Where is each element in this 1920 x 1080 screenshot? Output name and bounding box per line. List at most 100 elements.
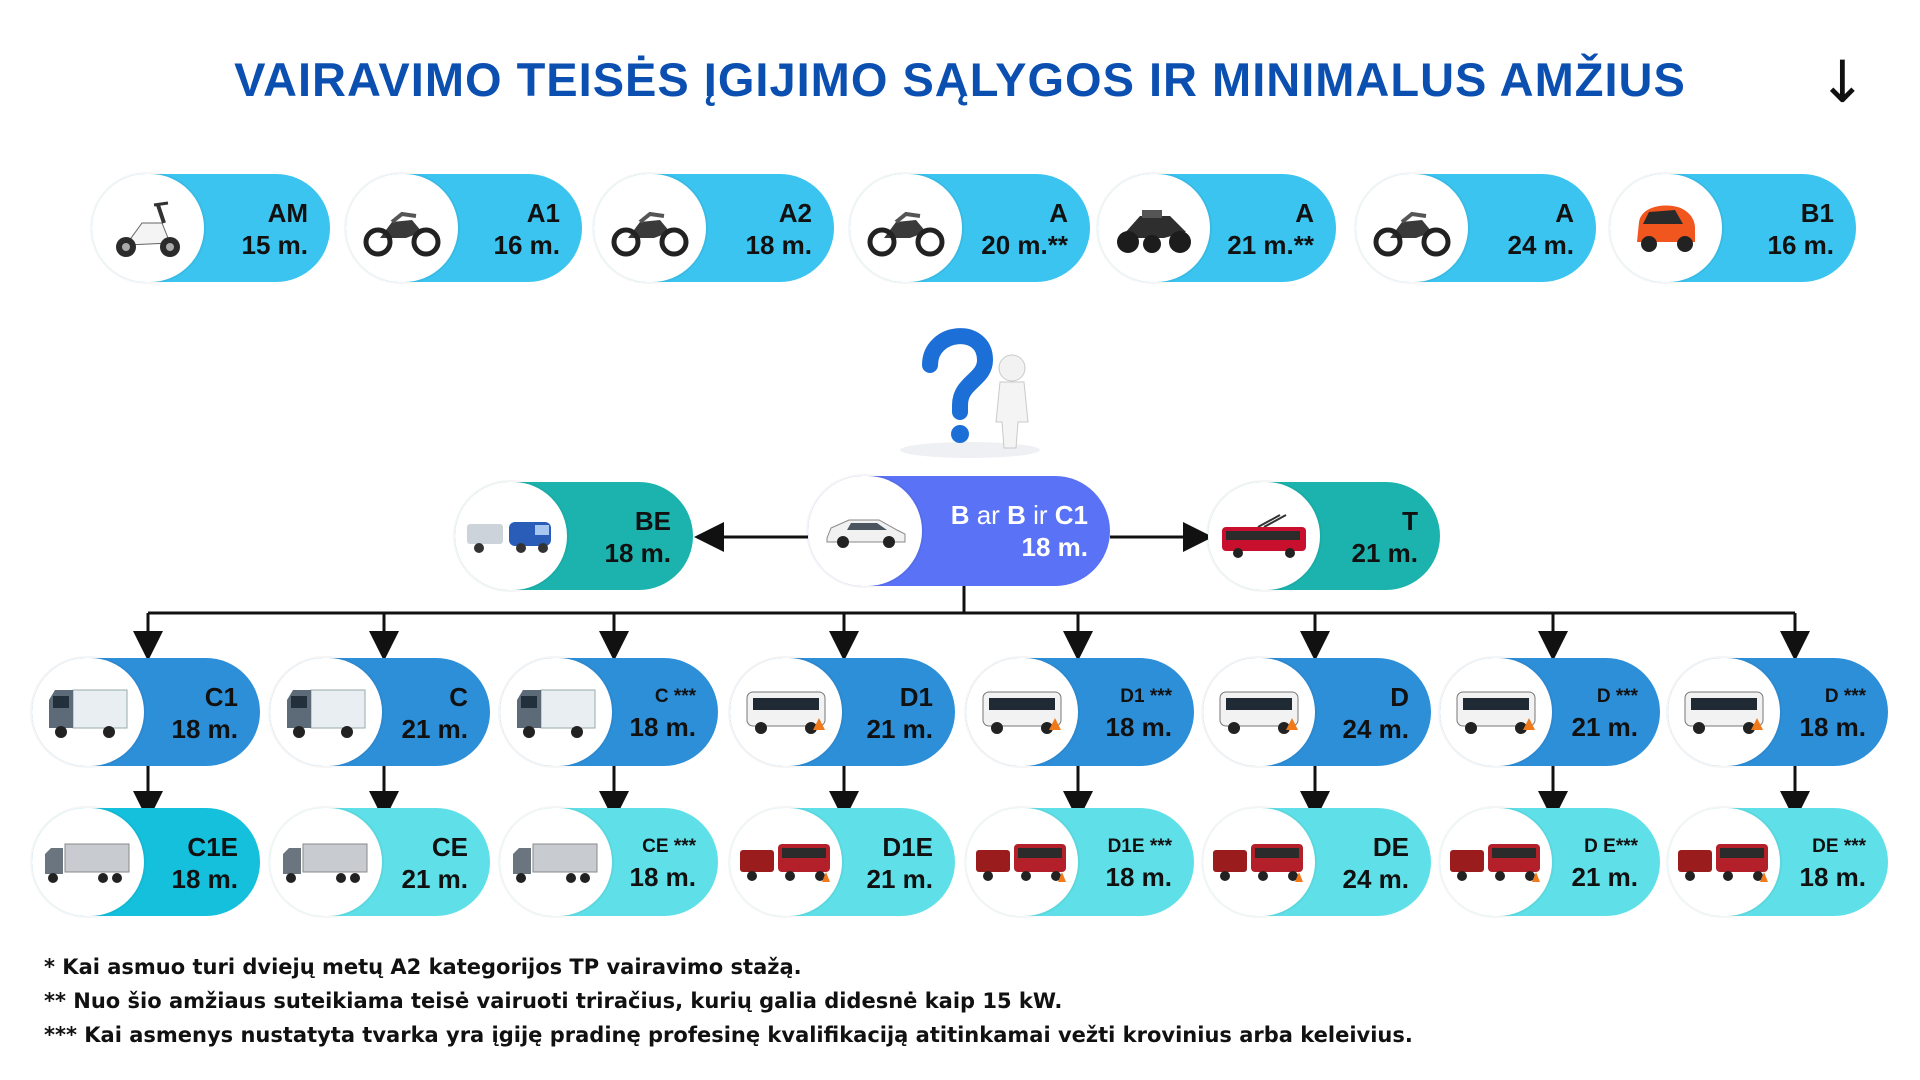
category-pill-heavy-3: D1 21 m. bbox=[730, 658, 955, 766]
bus-icon bbox=[730, 658, 842, 766]
category-code: B1 bbox=[1800, 198, 1834, 228]
min-age: 18 m. bbox=[629, 862, 697, 892]
category-code: A1 bbox=[526, 198, 560, 228]
category-code: A bbox=[1049, 198, 1068, 228]
min-age: 21 m. bbox=[1571, 862, 1639, 892]
min-age: 21 m. bbox=[401, 714, 469, 744]
category-code: DE bbox=[1372, 832, 1409, 862]
category-be-pill: BE 18 m. bbox=[455, 482, 693, 590]
min-age: 16 m. bbox=[493, 230, 561, 260]
category-pill-moto-2: A2 18 m. bbox=[594, 174, 834, 282]
bus-trailer-icon bbox=[966, 808, 1078, 916]
min-age: 18 m. bbox=[171, 864, 239, 894]
category-pill-heavy-4: D1 *** 18 m. bbox=[966, 658, 1194, 766]
category-pill-moto-6: B1 16 m. bbox=[1610, 174, 1856, 282]
category-pill-moto-3: A 20 m.** bbox=[850, 174, 1090, 282]
scooter-icon bbox=[92, 174, 204, 282]
trolleybus-icon bbox=[1208, 482, 1320, 590]
page-title: VAIRAVIMO TEISĖS ĮGIJIMO SĄLYGOS IR MINI… bbox=[234, 53, 1686, 106]
min-age: 21 m. bbox=[866, 864, 934, 894]
category-pill-trailer-4: D1E *** 18 m. bbox=[966, 808, 1194, 916]
category-pill-trailer-0: C1E 18 m. bbox=[32, 808, 260, 916]
category-code: D1 *** bbox=[1120, 686, 1172, 707]
category-code: AM bbox=[267, 198, 308, 228]
category-pill-trailer-7: DE *** 18 m. bbox=[1668, 808, 1888, 916]
category-pill-trailer-3: D1E 21 m. bbox=[730, 808, 955, 916]
category-pill-heavy-6: D *** 21 m. bbox=[1440, 658, 1660, 766]
category-code: A2 bbox=[778, 198, 812, 228]
bus-trailer-icon bbox=[730, 808, 842, 916]
motorcycle-icon bbox=[346, 174, 458, 282]
category-code: D E*** bbox=[1584, 836, 1638, 857]
truck-icon bbox=[32, 658, 144, 766]
category-pill-heavy-0: C1 18 m. bbox=[32, 658, 260, 766]
van-trailer-icon bbox=[455, 482, 567, 590]
min-age: 21 m.** bbox=[1227, 230, 1314, 260]
category-code: B ar B ir C1 bbox=[950, 500, 1088, 530]
category-pill-moto-0: AM 15 m. bbox=[92, 174, 330, 282]
min-age: 18 m. bbox=[629, 712, 697, 742]
bus-icon bbox=[966, 658, 1078, 766]
trailer-truck-icon bbox=[32, 808, 144, 916]
bus-icon bbox=[1203, 658, 1315, 766]
trailer-truck-icon bbox=[270, 808, 382, 916]
min-age: 18 m. bbox=[604, 538, 672, 568]
trailer-truck-icon bbox=[500, 808, 612, 916]
truck-icon bbox=[270, 658, 382, 766]
min-age: 24 m. bbox=[1507, 230, 1575, 260]
bus-icon bbox=[1668, 658, 1780, 766]
category-code: C bbox=[449, 682, 468, 712]
min-age: 20 m.** bbox=[981, 230, 1068, 260]
question-figure bbox=[890, 310, 1050, 460]
microcar-icon bbox=[1610, 174, 1722, 282]
bus-trailer-icon bbox=[1203, 808, 1315, 916]
category-code: CE *** bbox=[642, 836, 696, 857]
motorcycle-icon bbox=[594, 174, 706, 282]
category-pill-heavy-7: D *** 18 m. bbox=[1668, 658, 1888, 766]
category-code: D1E bbox=[882, 832, 933, 862]
bus-trailer-icon bbox=[1440, 808, 1552, 916]
truck-icon bbox=[500, 658, 612, 766]
min-age: 18 m. bbox=[1105, 712, 1173, 742]
category-code: D1E *** bbox=[1107, 836, 1172, 857]
category-pill-trailer-6: D E*** 21 m. bbox=[1440, 808, 1660, 916]
min-age: 21 m. bbox=[1351, 538, 1419, 568]
trike-icon bbox=[1098, 174, 1210, 282]
min-age: 18 m. bbox=[1105, 862, 1173, 892]
min-age: 15 m. bbox=[241, 230, 309, 260]
category-code: C1E bbox=[187, 832, 238, 862]
category-pill-heavy-2: C *** 18 m. bbox=[500, 658, 718, 766]
footnote-2: ** Nuo šio amžiaus suteikiama teisė vair… bbox=[44, 989, 1063, 1013]
category-pill-heavy-5: D 24 m. bbox=[1203, 658, 1431, 766]
category-code: C1 bbox=[204, 682, 238, 712]
down-arrow-icon: ↓ bbox=[1818, 48, 1867, 116]
category-code: T bbox=[1402, 506, 1418, 536]
min-age: 24 m. bbox=[1342, 714, 1410, 744]
footnotes: * Kai asmuo turi dviejų metų A2 kategori… bbox=[44, 950, 1413, 1052]
category-code: DE *** bbox=[1812, 836, 1866, 857]
category-pill-trailer-1: CE 21 m. bbox=[270, 808, 490, 916]
category-pill-moto-1: A1 16 m. bbox=[346, 174, 582, 282]
category-code: A bbox=[1295, 198, 1314, 228]
category-code: D bbox=[1390, 682, 1409, 712]
category-pill-moto-5: A 24 m. bbox=[1356, 174, 1596, 282]
category-code: BE bbox=[634, 506, 671, 536]
footnote-3: *** Kai asmenys nustatyta tvarka yra įgi… bbox=[44, 1023, 1413, 1047]
category-code: D *** bbox=[1824, 686, 1866, 707]
bus-trailer-icon bbox=[1668, 808, 1780, 916]
category-pill-trailer-5: DE 24 m. bbox=[1203, 808, 1431, 916]
min-age: 18 m. bbox=[1799, 862, 1867, 892]
min-age: 18 m. bbox=[745, 230, 813, 260]
category-pill-trailer-2: CE *** 18 m. bbox=[500, 808, 718, 916]
category-pill-heavy-1: C 21 m. bbox=[270, 658, 490, 766]
min-age: 16 m. bbox=[1767, 230, 1835, 260]
footnote-1: * Kai asmuo turi dviejų metų A2 kategori… bbox=[44, 955, 802, 979]
category-code: A bbox=[1555, 198, 1574, 228]
category-b-c1-pill: B ar B ir C1 18 m. bbox=[808, 476, 1110, 586]
min-age: 24 m. bbox=[1342, 864, 1410, 894]
motorcycle-icon bbox=[850, 174, 962, 282]
min-age: 18 m. bbox=[171, 714, 239, 744]
category-code: D1 bbox=[899, 682, 933, 712]
motorcycle-icon bbox=[1356, 174, 1468, 282]
